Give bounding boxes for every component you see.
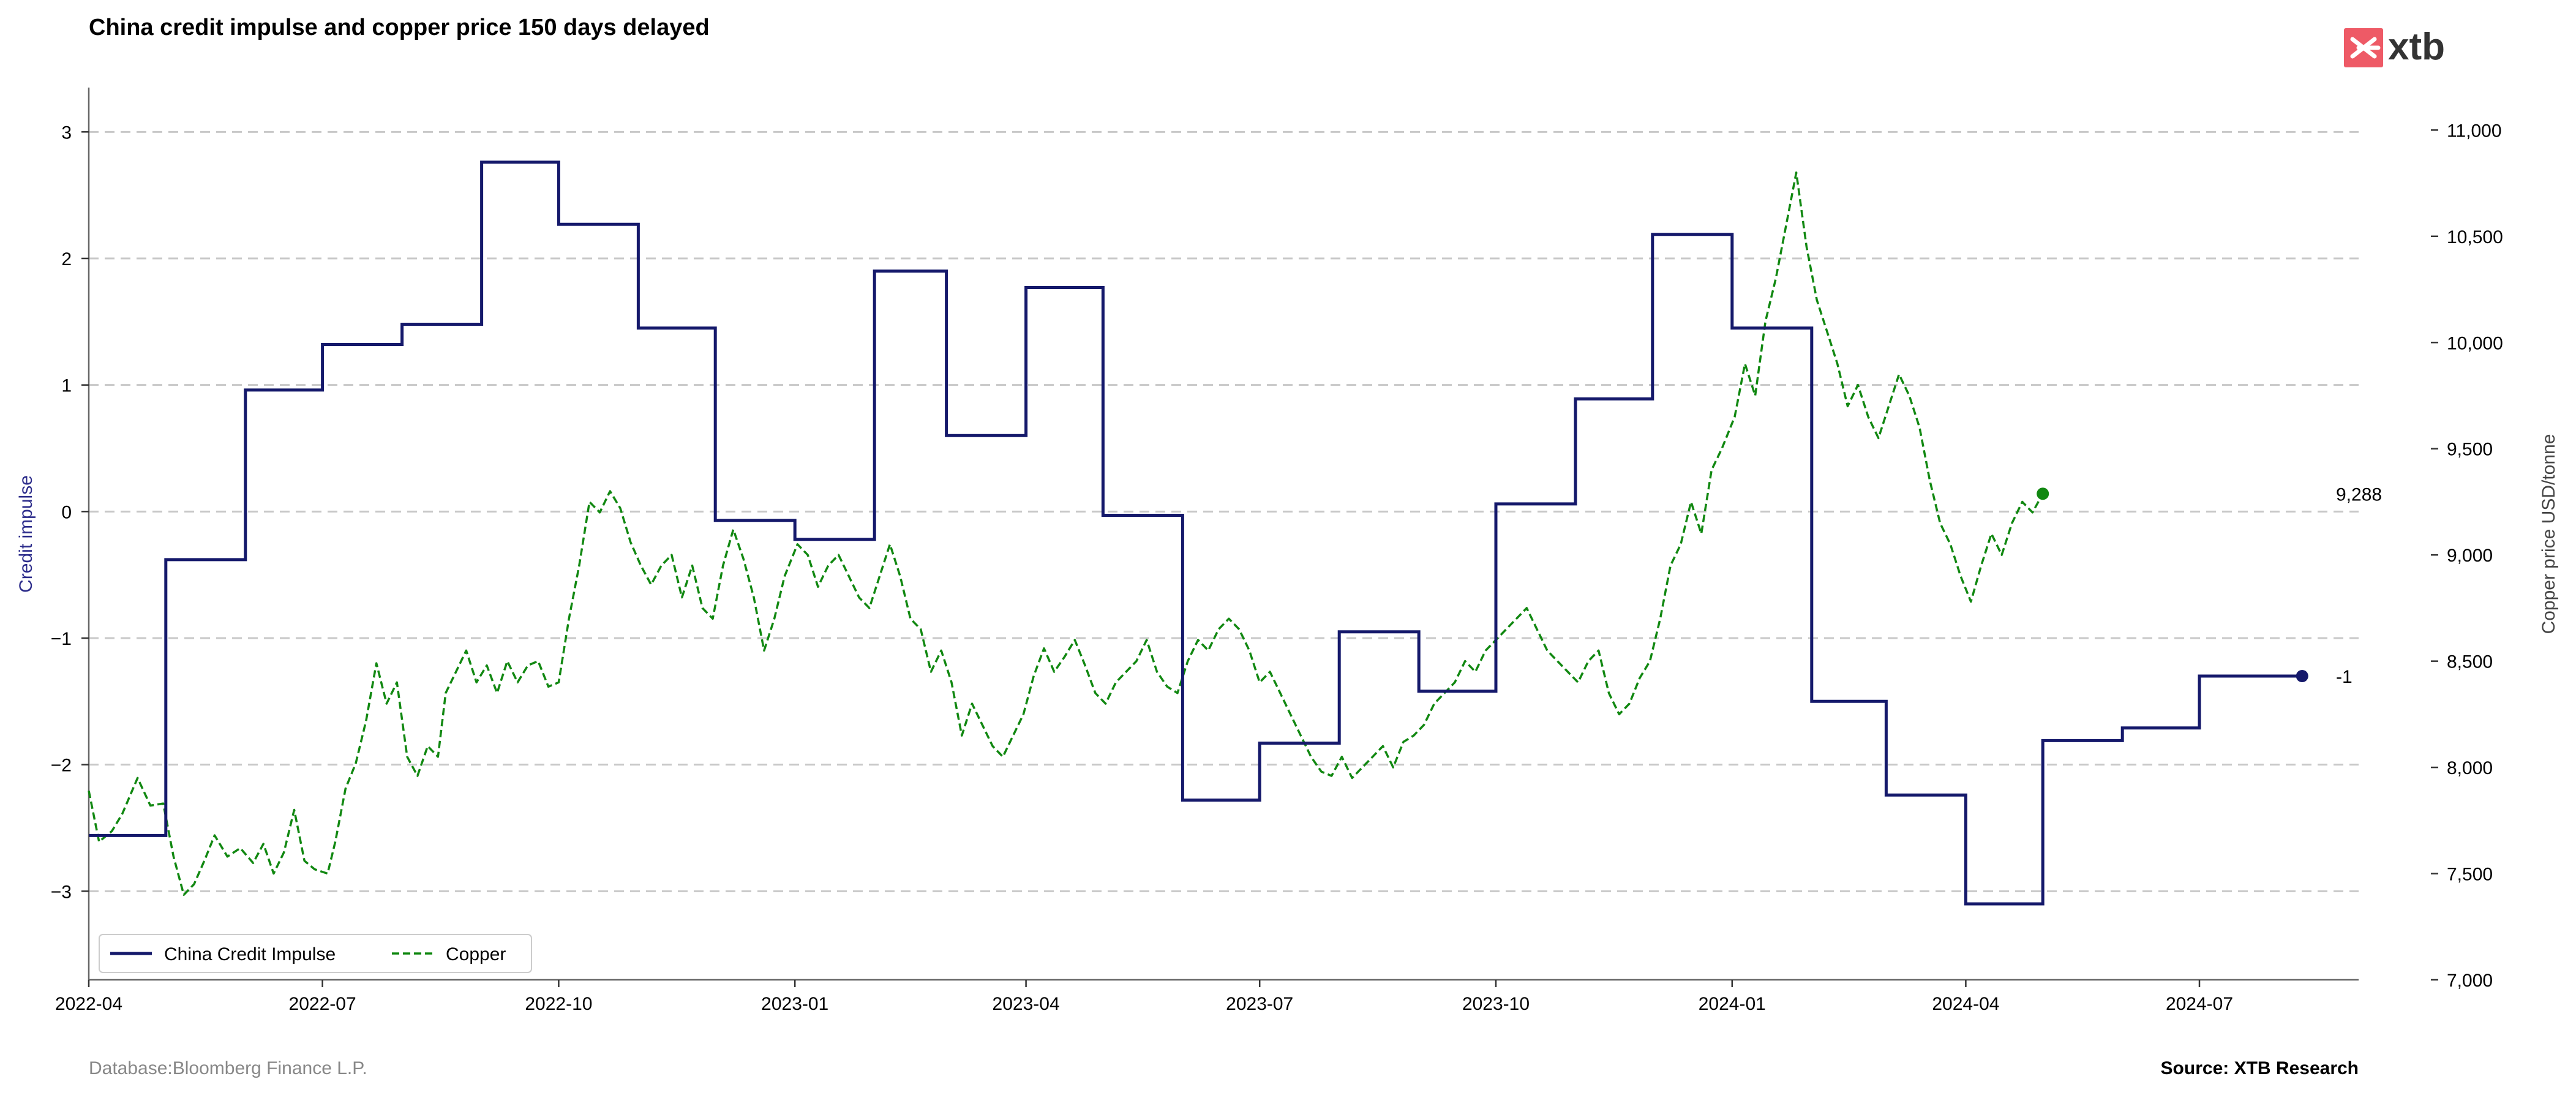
y-tick-right-label: 10,500 — [2447, 227, 2503, 247]
y-tick-right-label: 11,000 — [2447, 121, 2502, 141]
footer-source: Source: XTB Research — [2161, 1058, 2359, 1078]
x-tick-label: 2022-07 — [289, 994, 356, 1014]
y-tick-left-label: −1 — [51, 629, 72, 649]
axis-labels: −3 −2 −1 0 1 2 3 7,000 7,500 8,000 8,500 9,000 9,500… — [51, 121, 2503, 1014]
y-tick-right-label: 9,500 — [2447, 440, 2493, 460]
copper-end-marker — [2037, 487, 2049, 500]
legend: China Credit Impulse Copper — [99, 934, 532, 973]
chart-title: China credit impulse and copper price 15… — [89, 15, 710, 40]
axes — [81, 88, 2438, 987]
x-tick-label: 2024-01 — [1699, 994, 1766, 1014]
footer-database: Database:Bloomberg Finance L.P. — [89, 1058, 367, 1078]
y-tick-left-label: 1 — [61, 376, 72, 396]
y-axis-left-label: Credit impulse — [16, 475, 36, 593]
y-tick-left-label: −3 — [51, 882, 72, 902]
y-tick-left-label: 2 — [61, 249, 72, 269]
y-tick-left-label: 3 — [61, 122, 72, 143]
impulse-end-label: -1 — [2336, 667, 2353, 687]
y-axis-right-label: Copper price USD/tonne — [2539, 434, 2559, 634]
x-tick-label: 2024-07 — [2166, 994, 2233, 1014]
series — [88, 160, 2308, 906]
x-tick-label: 2023-07 — [1226, 994, 1293, 1014]
x-tick-label: 2022-10 — [525, 994, 592, 1014]
x-tick-label: 2024-04 — [1932, 994, 1999, 1014]
legend-frame — [99, 934, 532, 973]
legend-copper-label: Copper — [446, 944, 506, 965]
y-tick-left-label: −2 — [51, 756, 72, 776]
gridlines — [89, 130, 2359, 892]
x-tick-label: 2023-10 — [1462, 994, 1530, 1014]
impulse-end-marker — [2296, 670, 2308, 682]
x-tick-label: 2023-01 — [761, 994, 828, 1014]
legend-impulse-label: China Credit Impulse — [164, 944, 336, 965]
y-tick-left-label: 0 — [61, 502, 72, 522]
logo-text: xtb — [2388, 26, 2445, 68]
y-tick-right-label: 8,500 — [2447, 652, 2493, 672]
series-copper-line — [88, 171, 2044, 896]
y-tick-right-label: 9,000 — [2447, 546, 2493, 566]
copper-end-label: 9,288 — [2336, 484, 2382, 505]
series-impulse-line — [89, 160, 2302, 906]
x-tick-label: 2022-04 — [55, 994, 122, 1014]
y-tick-right-label: 10,000 — [2447, 333, 2503, 353]
xtb-logo: xtb — [2344, 26, 2445, 68]
y-tick-right-label: 7,500 — [2447, 865, 2493, 885]
y-tick-right-label: 8,000 — [2447, 758, 2493, 778]
y-tick-right-label: 7,000 — [2447, 971, 2493, 991]
logo-cross-icon — [2350, 37, 2381, 59]
x-tick-label: 2023-04 — [993, 994, 1060, 1014]
